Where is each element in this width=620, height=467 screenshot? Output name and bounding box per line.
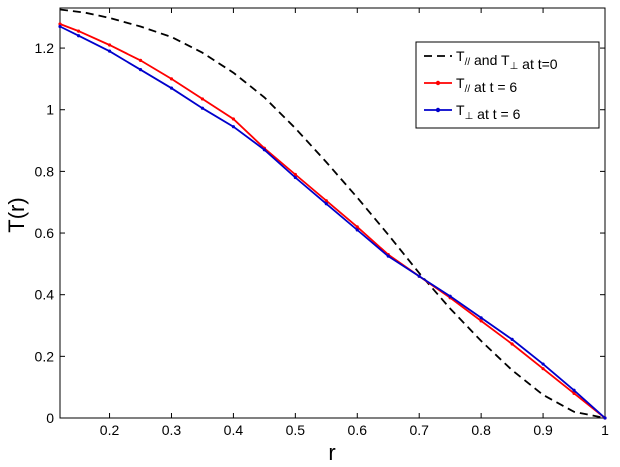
data-point-perp	[262, 148, 266, 152]
x-tick-label: 0.7	[409, 422, 429, 438]
legend: T// and T⊥ at t=0T// at t = 6T⊥ at t = 6	[415, 41, 600, 129]
legend-marker-parallel	[435, 80, 441, 86]
data-point-parallel	[58, 22, 62, 26]
data-point-parallel	[572, 391, 576, 395]
series-group	[58, 8, 607, 420]
data-point-perp	[448, 294, 452, 298]
data-point-parallel	[231, 117, 236, 121]
legend-text-mid: and T	[470, 52, 510, 68]
data-point-perp	[324, 202, 328, 206]
legend-marker-perp	[435, 107, 441, 113]
data-point-perp	[200, 106, 205, 110]
data-point-perp	[386, 254, 390, 258]
legend-text-main: T	[456, 102, 465, 118]
legend-label-initial: T// and T⊥ at t=0	[456, 48, 558, 72]
data-point-perp	[231, 125, 236, 129]
data-point-parallel	[355, 225, 359, 229]
data-point-perp	[107, 49, 112, 53]
legend-text-sub1: //	[465, 84, 471, 95]
x-axis-label: r	[328, 440, 335, 465]
data-point-perp	[355, 228, 359, 232]
x-tick-label: 0.2	[100, 422, 120, 438]
legend-text-sub1: //	[465, 57, 471, 68]
data-point-perp	[58, 24, 62, 29]
data-point-perp	[479, 316, 483, 320]
x-tick-label: 1	[601, 422, 609, 438]
legend-box	[415, 41, 600, 129]
series-line-initial	[59, 8, 606, 419]
data-point-perp	[603, 416, 607, 420]
y-tick-label: 1.2	[35, 40, 55, 56]
x-tick-label: 0.9	[533, 422, 553, 438]
data-point-perp	[541, 362, 545, 366]
x-tick-label: 0.5	[286, 422, 306, 438]
legend-text-main: T	[456, 75, 465, 91]
legend-text-sub2: ⊥	[465, 111, 474, 122]
y-tick-label: 0.8	[35, 163, 55, 179]
x-tick-label: 0.8	[471, 422, 491, 438]
x-axis: 0.2 0.3 0.4 0.5 0.6 0.7 0.8 0.9 1	[100, 8, 609, 438]
legend-text-tail: at t=0	[518, 56, 558, 72]
x-tick-label: 0.3	[162, 422, 182, 438]
y-tick-label: 0	[46, 410, 54, 426]
data-point-parallel	[138, 58, 143, 63]
y-tick-label: 0.6	[35, 225, 55, 241]
legend-text-sub2: ⊥	[510, 61, 519, 72]
data-point-perp	[572, 388, 576, 392]
legend-text-tail: at t = 6	[473, 106, 520, 122]
data-point-parallel	[200, 97, 205, 101]
data-point-parallel	[510, 342, 514, 346]
data-point-parallel	[76, 29, 81, 33]
x-tick-label: 0.6	[348, 422, 368, 438]
y-axis-label: T(r)	[4, 197, 29, 232]
legend-text-tail: at t = 6	[470, 79, 517, 95]
data-point-parallel	[541, 367, 545, 371]
data-point-perp	[169, 86, 174, 90]
legend-label-perp: T⊥ at t = 6	[456, 102, 521, 122]
legend-label-parallel: T// at t = 6	[456, 75, 517, 95]
x-tick-label: 0.4	[224, 422, 244, 438]
data-point-perp	[138, 68, 143, 72]
data-point-perp	[76, 34, 81, 38]
data-point-perp	[293, 175, 297, 180]
data-point-parallel	[293, 172, 297, 177]
data-point-parallel	[107, 43, 112, 47]
y-tick-label: 0.4	[35, 287, 55, 303]
y-tick-label: 1	[46, 102, 54, 118]
data-point-parallel	[169, 77, 174, 81]
legend-text-main: T	[456, 48, 465, 64]
data-point-perp	[417, 274, 421, 278]
data-point-parallel	[479, 319, 483, 323]
data-point-parallel	[324, 199, 328, 203]
y-tick-label: 0.2	[35, 348, 55, 364]
data-point-perp	[510, 337, 514, 341]
y-axis: 0 0.2 0.4 0.6 0.8 1 1.2	[35, 40, 605, 426]
